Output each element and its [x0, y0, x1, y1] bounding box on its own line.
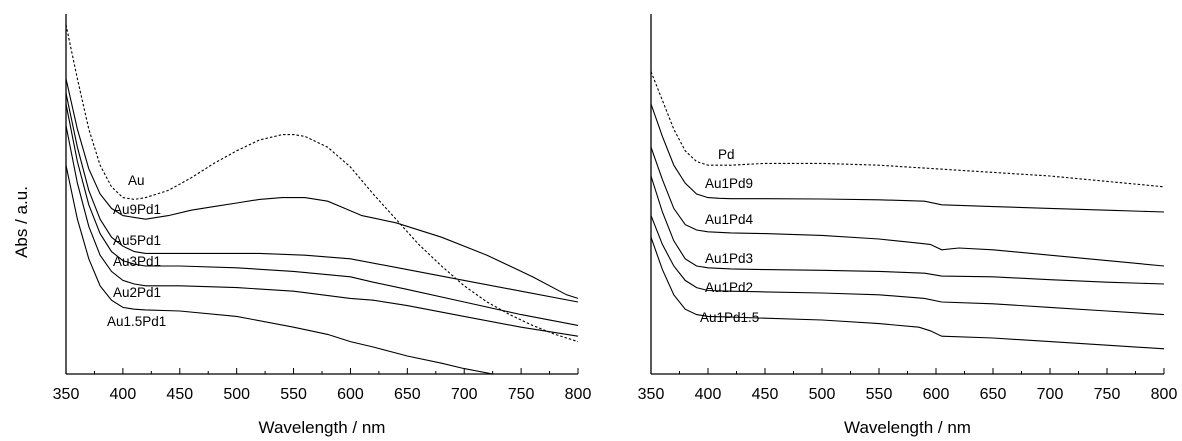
- right-panel: 350 400 450 500 550 600 650 700 750 800 Wavelength…: [638, 14, 1178, 437]
- series-label: Au1Pd1.5: [700, 310, 759, 325]
- x-tick-label: 400: [110, 386, 137, 403]
- series-line-pd: [650, 71, 1165, 188]
- x-tick-label: 700: [1037, 386, 1064, 403]
- x-tick-label: 500: [809, 386, 836, 403]
- series-line-au3pd1: [65, 103, 579, 326]
- series-line-au1pd3: [650, 175, 1165, 285]
- series-line-au9pd1: [65, 78, 579, 299]
- series-label: Au1Pd9: [705, 176, 753, 191]
- x-tick-label: 800: [1151, 386, 1178, 403]
- x-tick-label: 650: [394, 386, 421, 403]
- series-label: Au1Pd2: [705, 280, 753, 295]
- series-label: Au2Pd1: [113, 285, 161, 300]
- x-tick-label: 350: [638, 386, 665, 403]
- x-tick-label: 500: [223, 386, 250, 403]
- series-label: Au1.5Pd1: [107, 314, 166, 329]
- series-label: Au9Pd1: [113, 202, 161, 217]
- x-tick-label: 700: [451, 386, 478, 403]
- x-tick-label: 600: [923, 386, 950, 403]
- x-tick-label: 400: [695, 386, 722, 403]
- left-panel: 350 400 450 500 550 600 650 700 750 800 Wavelength…: [53, 14, 592, 437]
- series-line-au1-5pd1: [65, 165, 493, 375]
- x-tick-label: 600: [337, 386, 364, 403]
- series-label: Au1Pd4: [705, 212, 754, 227]
- series-line-au1pd9: [650, 103, 1165, 213]
- x-axis-title: Wavelength / nm: [844, 418, 971, 437]
- series-line-au1pd1-5: [650, 237, 1165, 350]
- series-line-au: [65, 24, 579, 343]
- x-axis-title: Wavelength / nm: [259, 418, 386, 437]
- x-tick-label: 450: [166, 386, 193, 403]
- x-tick-label: 750: [508, 386, 535, 403]
- x-tick-label: 650: [980, 386, 1007, 403]
- series-label: Pd: [718, 147, 735, 162]
- x-tick-label: 450: [752, 386, 779, 403]
- series-line-au1pd4: [650, 147, 1165, 267]
- x-tick-label: 750: [1094, 386, 1121, 403]
- x-tick-label: 800: [565, 386, 592, 403]
- series-line-au5pd1: [65, 93, 579, 303]
- x-tick-label: 550: [280, 386, 307, 403]
- series-line-au1pd2: [650, 215, 1165, 316]
- x-tick-label: 350: [53, 386, 80, 403]
- series-label: Au3Pd1: [113, 254, 161, 269]
- series-line-au2pd1: [65, 125, 579, 337]
- series-label: Au1Pd3: [705, 251, 753, 266]
- x-tick-label: 550: [866, 386, 893, 403]
- series-label: Au5Pd1: [113, 233, 161, 248]
- y-axis-title: Abs / a.u.: [12, 186, 31, 258]
- series-label: Au: [128, 173, 145, 188]
